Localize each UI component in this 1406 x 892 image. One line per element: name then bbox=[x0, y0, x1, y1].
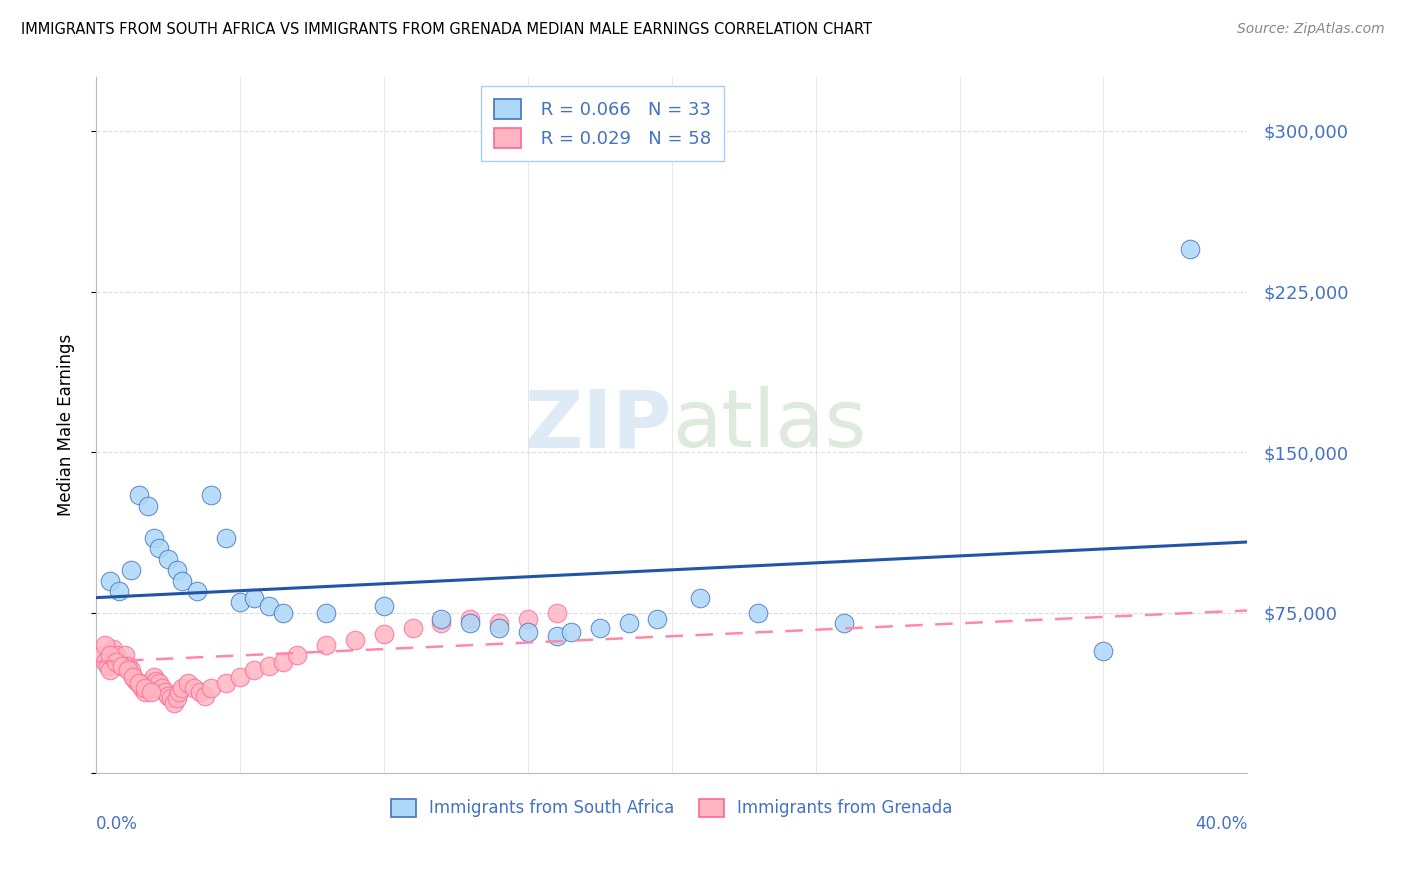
Point bbox=[93, 638, 115, 652]
Point bbox=[834, 616, 856, 631]
Point bbox=[488, 616, 510, 631]
Point bbox=[93, 655, 115, 669]
Point bbox=[122, 670, 145, 684]
Point bbox=[122, 670, 145, 684]
Point bbox=[166, 691, 188, 706]
Point bbox=[148, 676, 170, 690]
Point bbox=[344, 633, 367, 648]
Point bbox=[257, 599, 280, 614]
Point bbox=[100, 664, 122, 678]
Point bbox=[172, 574, 194, 588]
Point bbox=[100, 574, 122, 588]
Point bbox=[117, 664, 139, 678]
Point bbox=[1092, 644, 1115, 658]
Point bbox=[183, 681, 205, 695]
Point bbox=[139, 681, 162, 695]
Point bbox=[229, 670, 252, 684]
Text: atlas: atlas bbox=[672, 386, 866, 465]
Point bbox=[150, 681, 173, 695]
Point bbox=[689, 591, 711, 605]
Point bbox=[111, 659, 134, 673]
Point bbox=[156, 552, 179, 566]
Point bbox=[200, 681, 222, 695]
Point bbox=[287, 648, 309, 663]
Point bbox=[111, 659, 134, 673]
Point bbox=[194, 689, 217, 703]
Point bbox=[128, 676, 150, 690]
Point bbox=[145, 674, 167, 689]
Point bbox=[125, 674, 148, 689]
Point bbox=[458, 612, 481, 626]
Point bbox=[617, 616, 640, 631]
Point bbox=[131, 681, 153, 695]
Point bbox=[430, 612, 453, 626]
Point bbox=[243, 664, 266, 678]
Point bbox=[214, 676, 236, 690]
Point bbox=[142, 531, 165, 545]
Point bbox=[516, 612, 538, 626]
Point bbox=[229, 595, 252, 609]
Y-axis label: Median Male Earnings: Median Male Earnings bbox=[58, 334, 75, 516]
Point bbox=[546, 606, 568, 620]
Point bbox=[214, 531, 236, 545]
Point bbox=[458, 616, 481, 631]
Point bbox=[105, 655, 128, 669]
Point bbox=[139, 685, 162, 699]
Point bbox=[160, 691, 183, 706]
Point bbox=[430, 616, 453, 631]
Text: 0.0%: 0.0% bbox=[96, 815, 138, 833]
Point bbox=[136, 499, 159, 513]
Point bbox=[243, 591, 266, 605]
Point bbox=[1178, 242, 1201, 256]
Point bbox=[120, 664, 142, 678]
Point bbox=[169, 685, 191, 699]
Point bbox=[134, 681, 156, 695]
Text: Source: ZipAtlas.com: Source: ZipAtlas.com bbox=[1237, 22, 1385, 37]
Point bbox=[186, 584, 208, 599]
Point bbox=[153, 685, 176, 699]
Point bbox=[142, 670, 165, 684]
Point bbox=[108, 584, 131, 599]
Point bbox=[747, 606, 769, 620]
Point bbox=[100, 648, 122, 663]
Text: 40.0%: 40.0% bbox=[1195, 815, 1247, 833]
Point bbox=[315, 606, 337, 620]
Point bbox=[271, 606, 294, 620]
Point bbox=[148, 541, 170, 556]
Point bbox=[117, 659, 139, 673]
Legend: Immigrants from South Africa, Immigrants from Grenada: Immigrants from South Africa, Immigrants… bbox=[381, 789, 963, 828]
Point bbox=[166, 563, 188, 577]
Point bbox=[172, 681, 194, 695]
Point bbox=[560, 624, 582, 639]
Point bbox=[516, 624, 538, 639]
Point bbox=[645, 612, 668, 626]
Point bbox=[134, 685, 156, 699]
Point bbox=[271, 655, 294, 669]
Point bbox=[177, 676, 200, 690]
Point bbox=[315, 638, 337, 652]
Point bbox=[200, 488, 222, 502]
Point bbox=[136, 676, 159, 690]
Point bbox=[163, 696, 186, 710]
Text: IMMIGRANTS FROM SOUTH AFRICA VS IMMIGRANTS FROM GRENADA MEDIAN MALE EARNINGS COR: IMMIGRANTS FROM SOUTH AFRICA VS IMMIGRAN… bbox=[21, 22, 872, 37]
Point bbox=[114, 648, 136, 663]
Point bbox=[90, 648, 112, 663]
Text: ZIP: ZIP bbox=[524, 386, 672, 465]
Point bbox=[373, 599, 395, 614]
Point bbox=[188, 685, 211, 699]
Point bbox=[128, 676, 150, 690]
Point bbox=[373, 627, 395, 641]
Point bbox=[105, 648, 128, 663]
Point bbox=[108, 655, 131, 669]
Point bbox=[96, 659, 118, 673]
Point bbox=[546, 629, 568, 643]
Point bbox=[488, 621, 510, 635]
Point bbox=[103, 642, 125, 657]
Point bbox=[589, 621, 612, 635]
Point bbox=[257, 659, 280, 673]
Point bbox=[156, 689, 179, 703]
Point bbox=[128, 488, 150, 502]
Point bbox=[120, 563, 142, 577]
Point bbox=[401, 621, 423, 635]
